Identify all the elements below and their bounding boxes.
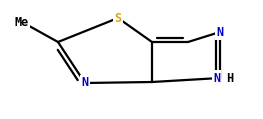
Text: H: H xyxy=(220,72,234,84)
Text: S: S xyxy=(114,12,122,25)
Text: N: N xyxy=(213,72,220,84)
Text: N: N xyxy=(216,25,224,39)
Text: N: N xyxy=(82,77,89,89)
Text: Me: Me xyxy=(15,15,29,28)
